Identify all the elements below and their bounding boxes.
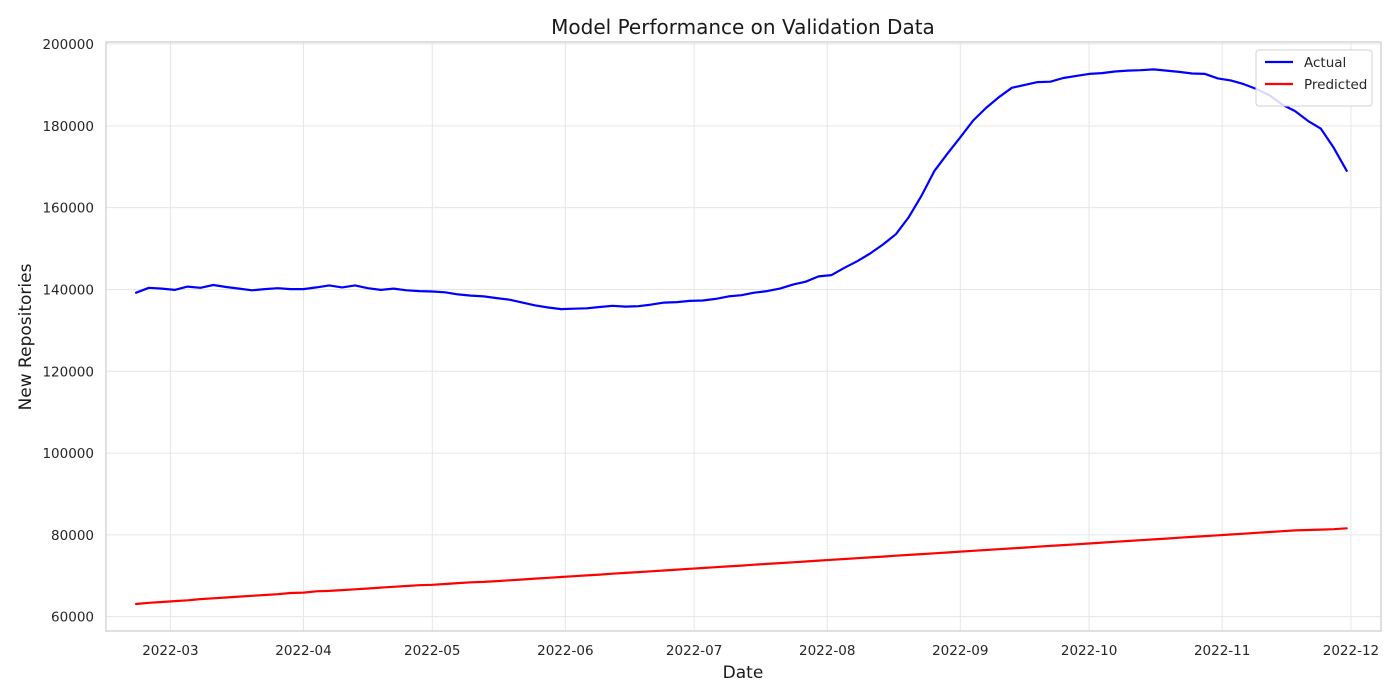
y-tick-label: 120000 xyxy=(42,364,94,380)
y-tick-label: 200000 xyxy=(42,37,94,53)
x-gridlines xyxy=(169,42,1352,631)
y-tick-label: 100000 xyxy=(42,446,94,462)
x-tick-label: 2022-12 xyxy=(1323,643,1379,659)
x-tick-label: 2022-03 xyxy=(142,643,198,659)
series-line-predicted xyxy=(135,527,1348,606)
plot-frame xyxy=(105,41,1382,632)
y-tick-label: 80000 xyxy=(51,528,94,544)
x-tick-label: 2022-07 xyxy=(666,643,722,659)
x-axis-label: Date xyxy=(723,663,764,683)
x-tick-label: 2022-08 xyxy=(799,643,855,659)
x-tick-label: 2022-11 xyxy=(1194,643,1250,659)
y-axis-label: New Repositories xyxy=(16,263,36,410)
x-axis-ticks: 2022-03 2022-04 2022-05 2022-06 2022-07 2022-… xyxy=(142,643,1379,659)
x-tick-label: 2022-09 xyxy=(932,643,988,659)
y-tick-label: 140000 xyxy=(42,282,94,298)
x-tick-label: 2022-05 xyxy=(404,643,460,659)
chart-title: Model Performance on Validation Data xyxy=(551,15,935,39)
series-layer xyxy=(135,68,1348,606)
y-tick-label: 180000 xyxy=(42,119,94,135)
legend-box xyxy=(1255,49,1373,107)
y-tick-label: 60000 xyxy=(51,610,94,626)
y-gridlines xyxy=(106,43,1381,618)
series-line-actual xyxy=(135,68,1348,311)
legend: Actual Predicted xyxy=(1255,49,1373,107)
legend-label-actual: Actual xyxy=(1304,55,1346,71)
x-tick-label: 2022-04 xyxy=(275,643,331,659)
x-tick-label: 2022-10 xyxy=(1061,643,1117,659)
x-tick-label: 2022-06 xyxy=(537,643,593,659)
y-tick-label: 160000 xyxy=(42,201,94,217)
y-axis-ticks: 60000 80000 100000 120000 140000 160000 180000… xyxy=(42,37,94,626)
legend-label-predicted: Predicted xyxy=(1304,77,1367,93)
